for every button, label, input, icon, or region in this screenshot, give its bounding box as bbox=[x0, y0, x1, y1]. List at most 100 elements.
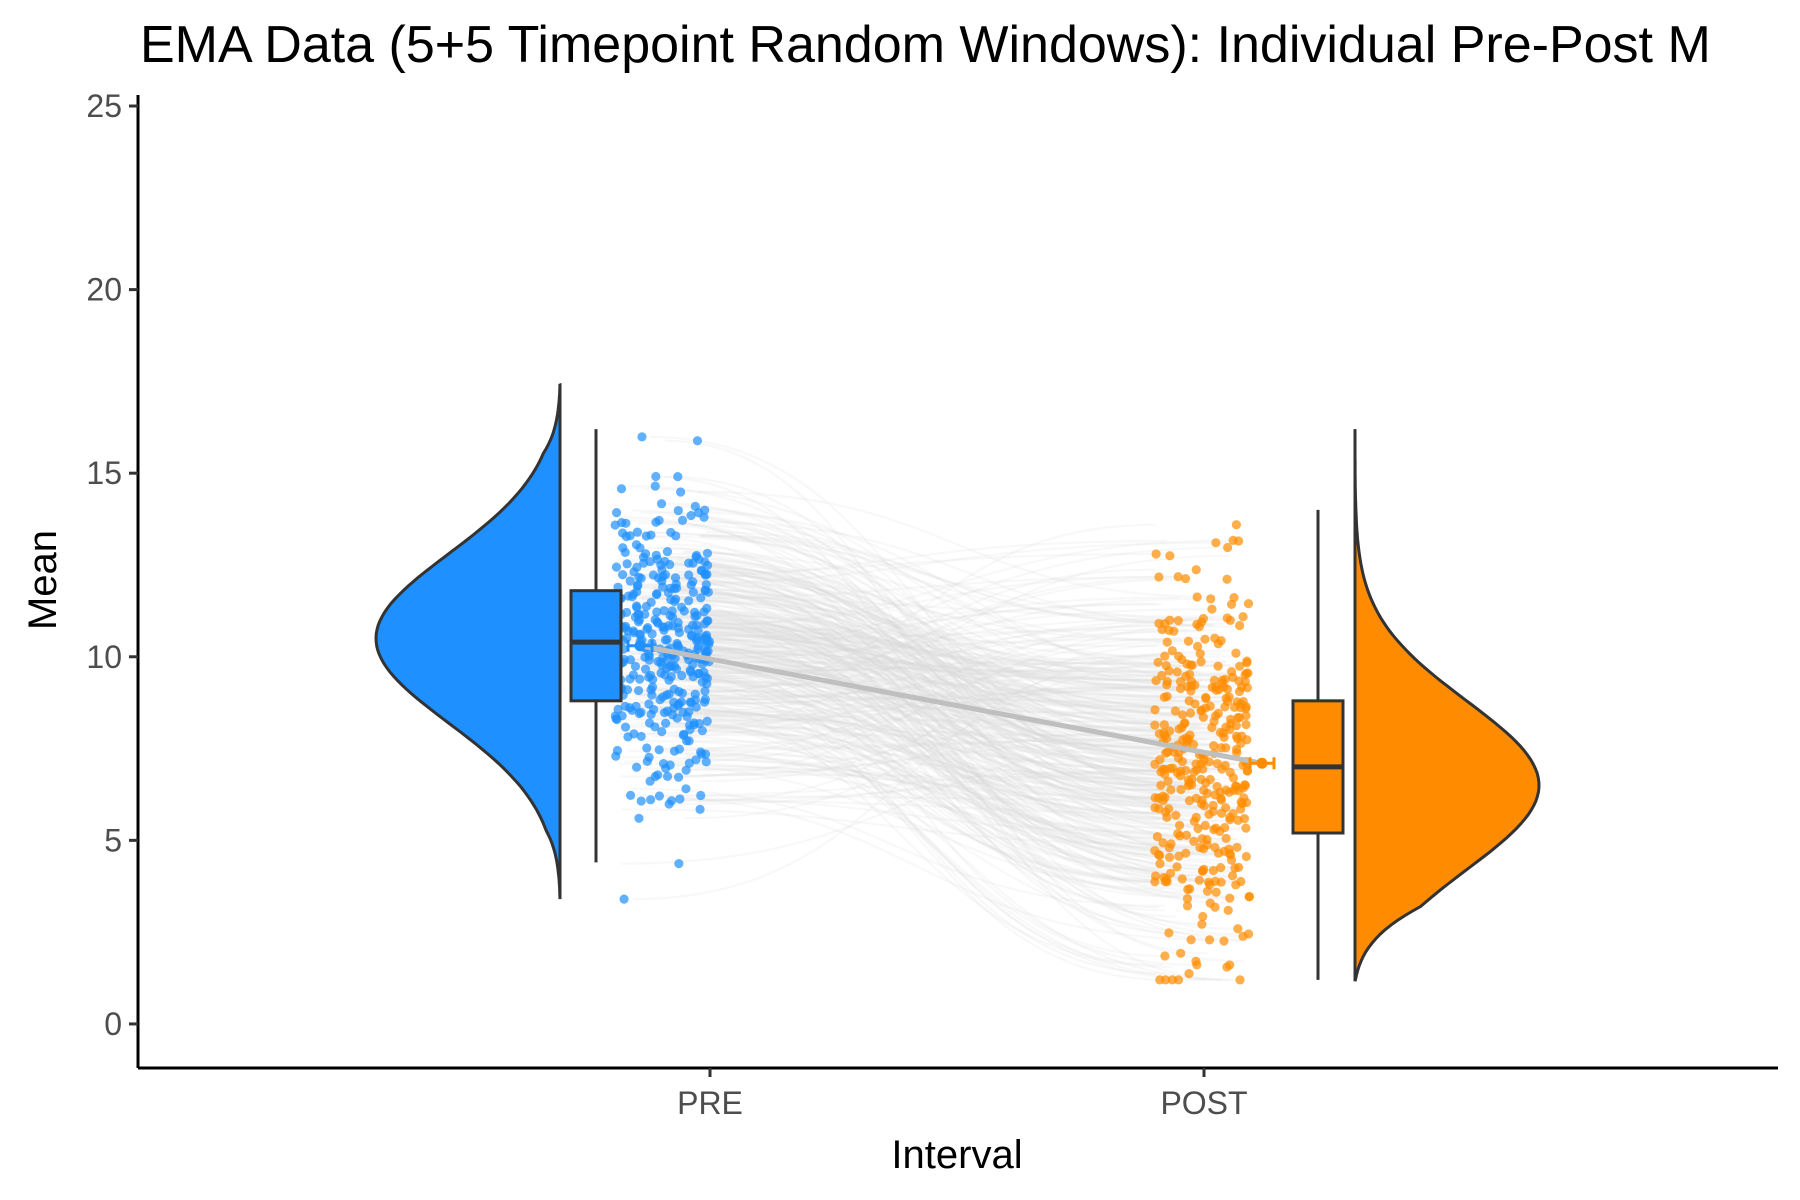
pre-point bbox=[652, 607, 662, 617]
individual-line bbox=[683, 573, 1226, 663]
pre-point bbox=[620, 722, 631, 732]
post-point bbox=[1175, 831, 1185, 841]
individual-line bbox=[624, 658, 1155, 814]
individual-line bbox=[673, 562, 1157, 725]
individual-line bbox=[616, 637, 1203, 783]
post-point bbox=[1199, 864, 1209, 875]
pre-point bbox=[675, 794, 685, 804]
individual-line bbox=[656, 573, 1233, 905]
post-point bbox=[1182, 894, 1193, 904]
individual-line bbox=[657, 624, 1238, 739]
post-point bbox=[1189, 816, 1199, 826]
individual-line bbox=[654, 583, 1228, 891]
individual-line bbox=[645, 602, 1157, 653]
individual-line bbox=[626, 710, 1227, 855]
individual-line bbox=[620, 554, 1155, 760]
pre-point bbox=[651, 550, 661, 560]
individual-line bbox=[664, 738, 1210, 750]
individual-line bbox=[673, 704, 1180, 898]
post-point bbox=[1206, 594, 1216, 604]
individual-line bbox=[628, 554, 1230, 736]
individual-line bbox=[700, 535, 1199, 773]
individual-line bbox=[699, 758, 1237, 840]
pre-point bbox=[674, 686, 684, 697]
pre-point bbox=[702, 569, 712, 579]
post-point bbox=[1204, 935, 1215, 945]
individual-line bbox=[650, 435, 1203, 791]
individual-line bbox=[701, 749, 1237, 862]
individual-line bbox=[666, 641, 1172, 779]
mean-point bbox=[1256, 757, 1268, 769]
post-violin bbox=[1353, 429, 1541, 982]
individual-line bbox=[703, 633, 1175, 667]
post-point bbox=[1166, 785, 1176, 795]
individual-line bbox=[678, 587, 1230, 719]
pre-point bbox=[676, 487, 686, 497]
pre-point bbox=[697, 726, 707, 736]
individual-line bbox=[622, 519, 1236, 735]
individual-line bbox=[687, 523, 1156, 695]
post-point bbox=[1150, 759, 1160, 769]
post-point bbox=[1189, 836, 1199, 847]
individual-line bbox=[685, 739, 1213, 787]
individual-line bbox=[657, 708, 1211, 811]
post-point bbox=[1192, 619, 1202, 629]
individual-line bbox=[704, 603, 1162, 639]
post-point bbox=[1176, 766, 1186, 776]
post-point bbox=[1190, 680, 1200, 690]
pre-point bbox=[627, 705, 637, 716]
mean-connect-line bbox=[639, 643, 1263, 766]
post-point bbox=[1227, 871, 1238, 881]
post-point bbox=[1184, 795, 1195, 806]
pre-point bbox=[644, 752, 654, 762]
post-point bbox=[1233, 924, 1243, 934]
post-point bbox=[1154, 729, 1164, 739]
pre-point bbox=[688, 577, 698, 587]
pre-point bbox=[667, 612, 678, 622]
post-point bbox=[1189, 767, 1199, 777]
post-point bbox=[1209, 675, 1219, 685]
post-point bbox=[1162, 812, 1172, 822]
pre-point bbox=[665, 760, 675, 770]
post-point bbox=[1210, 876, 1220, 887]
individual-line bbox=[625, 723, 1184, 792]
post-point bbox=[1202, 834, 1212, 845]
pre-point bbox=[658, 652, 668, 662]
post-point bbox=[1165, 551, 1175, 561]
individual-line bbox=[664, 502, 1155, 786]
individual-line bbox=[656, 546, 1247, 847]
individual-line bbox=[622, 661, 1185, 767]
pre-point bbox=[611, 562, 622, 572]
individual-line bbox=[700, 649, 1230, 783]
individual-line bbox=[615, 656, 1211, 827]
individual-line bbox=[618, 673, 1226, 701]
post-point bbox=[1177, 874, 1187, 884]
post-point bbox=[1196, 656, 1206, 667]
individual-line bbox=[622, 619, 1221, 754]
individual-line bbox=[666, 579, 1192, 643]
post-point bbox=[1211, 823, 1221, 833]
individual-line bbox=[623, 794, 1216, 941]
post-point bbox=[1212, 758, 1222, 769]
individual-line bbox=[655, 636, 1188, 785]
pre-point bbox=[656, 499, 667, 509]
individual-line bbox=[640, 511, 1247, 734]
individual-line bbox=[644, 711, 1220, 773]
post-point bbox=[1231, 520, 1242, 530]
pre-point bbox=[640, 664, 651, 674]
post-point bbox=[1184, 669, 1195, 679]
pre-point bbox=[700, 749, 711, 759]
pre-point bbox=[634, 572, 644, 582]
individual-line bbox=[649, 705, 1167, 771]
pre-point bbox=[691, 755, 701, 765]
individual-line bbox=[697, 717, 1163, 967]
individual-line bbox=[644, 644, 1232, 667]
pre-point bbox=[610, 520, 620, 530]
individual-line bbox=[702, 773, 1184, 780]
individual-line bbox=[624, 708, 1187, 756]
post-point bbox=[1235, 661, 1245, 671]
post-point bbox=[1180, 573, 1191, 584]
pre-point bbox=[632, 527, 643, 537]
post-point bbox=[1241, 823, 1251, 833]
individual-line bbox=[676, 570, 1162, 710]
